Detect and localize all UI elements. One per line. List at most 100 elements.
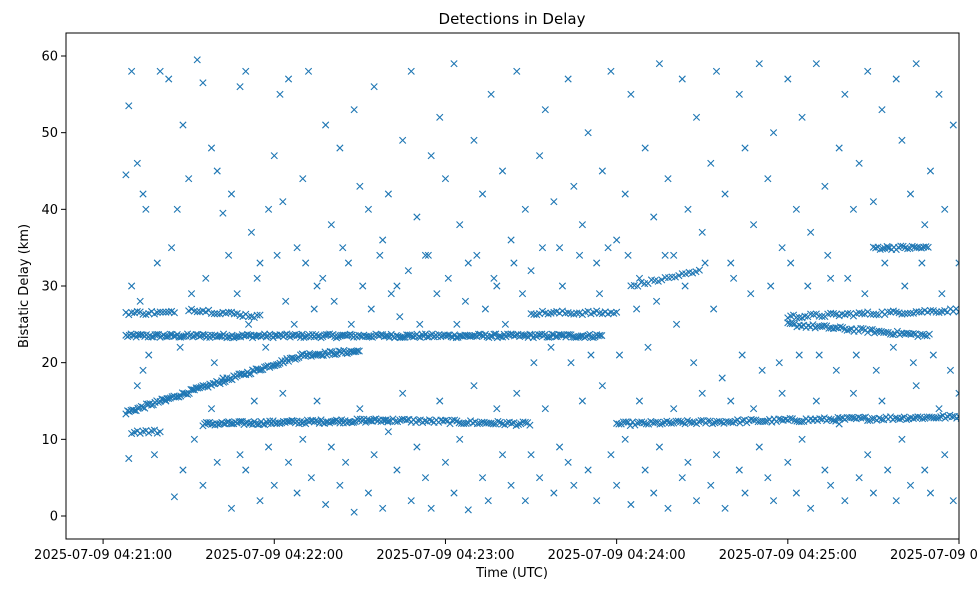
data-point	[642, 420, 650, 428]
data-point	[909, 414, 917, 423]
data-point	[128, 67, 136, 75]
data-point	[207, 144, 216, 152]
data-point	[336, 144, 344, 152]
data-point	[832, 366, 840, 374]
data-point	[747, 290, 755, 298]
data-point	[170, 493, 179, 501]
data-point	[902, 329, 911, 337]
data-point	[189, 333, 197, 341]
data-point	[199, 481, 207, 489]
data-point	[621, 190, 629, 198]
data-point	[256, 497, 264, 505]
data-point	[638, 418, 646, 426]
data-point	[187, 290, 196, 298]
data-point	[857, 324, 865, 333]
data-point	[225, 251, 233, 259]
data-point	[355, 347, 363, 355]
data-point	[797, 418, 806, 426]
data-point	[527, 267, 535, 275]
data-point	[792, 205, 800, 213]
data-point	[598, 382, 606, 390]
y-axis-label: Bistatic Delay (km)	[17, 224, 32, 348]
data-point	[613, 481, 621, 489]
data-point	[598, 331, 606, 340]
data-point	[573, 309, 581, 317]
data-point	[227, 504, 236, 512]
data-point	[598, 167, 606, 175]
data-point	[256, 311, 264, 319]
data-point	[704, 417, 712, 425]
data-point	[139, 190, 147, 198]
data-point	[607, 451, 615, 459]
data-point	[493, 282, 501, 290]
data-point	[425, 416, 434, 424]
data-point	[133, 159, 141, 167]
data-point	[690, 359, 698, 367]
data-point	[446, 420, 454, 428]
data-point	[859, 414, 867, 422]
data-point	[416, 320, 424, 328]
data-point	[615, 351, 624, 359]
data-point	[633, 305, 641, 313]
data-point	[359, 282, 367, 290]
data-point	[128, 308, 136, 317]
data-point	[918, 330, 927, 339]
y-tick-label: 30	[41, 280, 58, 295]
data-point	[541, 405, 549, 413]
data-point	[262, 343, 270, 351]
data-point	[934, 414, 943, 422]
data-point	[137, 402, 145, 411]
data-point	[708, 420, 717, 428]
data-point	[807, 504, 815, 512]
data-point	[730, 274, 738, 282]
y-tick-label: 50	[41, 126, 58, 141]
data-point	[236, 451, 244, 459]
data-point	[932, 414, 940, 422]
data-point	[470, 136, 478, 144]
data-point	[866, 310, 875, 318]
data-point	[313, 397, 321, 405]
data-point	[906, 309, 915, 317]
data-point	[464, 506, 472, 514]
data-point	[652, 297, 661, 305]
data-point	[427, 504, 435, 512]
data-point	[421, 417, 429, 425]
data-point	[376, 251, 384, 259]
y-tick-label: 0	[50, 510, 58, 525]
chart-title: Detections in Delay	[439, 10, 586, 28]
data-point	[635, 397, 644, 405]
scatter-points	[122, 56, 959, 516]
data-point	[670, 405, 678, 413]
data-point	[795, 313, 803, 322]
data-point	[156, 67, 164, 75]
data-point	[370, 451, 378, 459]
data-point	[433, 290, 441, 298]
data-point	[299, 435, 307, 443]
data-point	[938, 290, 946, 298]
data-point	[889, 343, 897, 351]
data-point	[764, 175, 772, 183]
data-point	[555, 244, 564, 252]
data-point	[615, 420, 623, 428]
data-point	[864, 67, 872, 75]
data-point	[567, 310, 575, 318]
data-point	[293, 244, 301, 252]
data-point	[593, 497, 601, 505]
data-point	[125, 102, 133, 110]
data-point	[595, 309, 604, 317]
data-point	[550, 198, 558, 206]
data-point	[882, 328, 890, 336]
data-point	[622, 418, 630, 426]
data-point	[852, 351, 860, 359]
data-point	[755, 443, 763, 451]
data-point	[921, 221, 929, 229]
data-point	[769, 129, 778, 137]
data-point	[651, 418, 660, 426]
data-point	[932, 308, 940, 316]
data-point	[876, 245, 884, 253]
data-point	[424, 251, 432, 259]
data-point	[548, 330, 556, 338]
data-point	[145, 351, 153, 359]
x-tick-label: 2025-07-09 04:24:00	[548, 548, 686, 563]
